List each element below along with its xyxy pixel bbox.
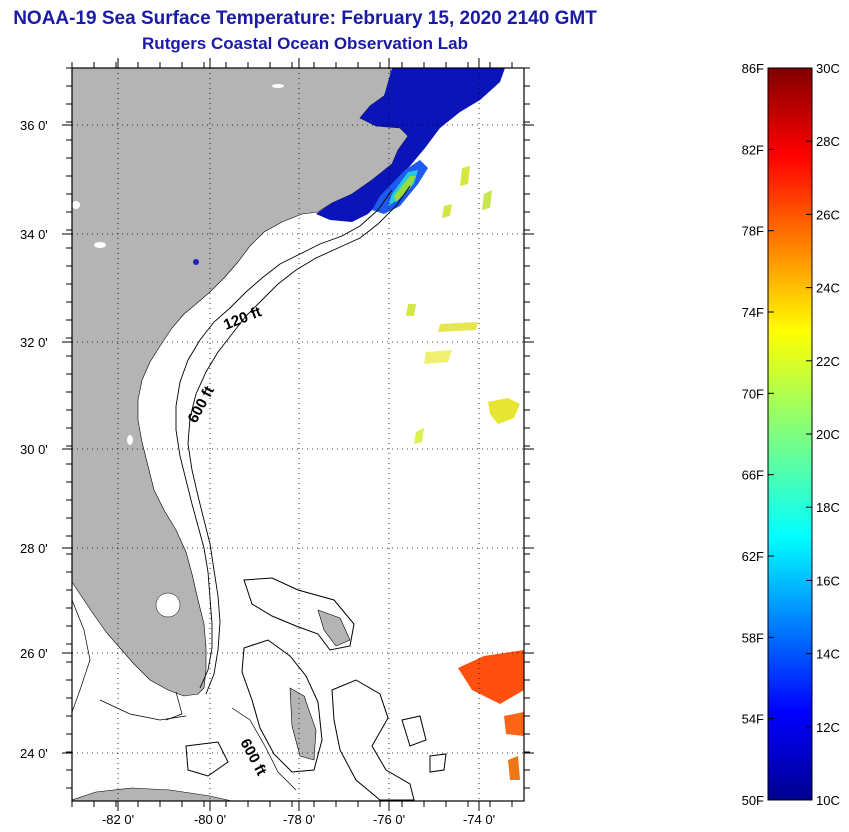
colorbar-c-label: 24C bbox=[816, 281, 840, 296]
isobath-120ft bbox=[175, 189, 393, 689]
colorbar-gradient bbox=[767, 67, 813, 801]
colorbar-f-label: 62F bbox=[742, 549, 764, 564]
lon-label: -74 0' bbox=[463, 812, 495, 827]
lon-label: -82 0' bbox=[102, 812, 134, 827]
map-frame bbox=[71, 67, 525, 802]
sst-offshore-patches bbox=[406, 166, 520, 444]
sst-warm-patches bbox=[458, 650, 524, 780]
sst-warm-band bbox=[394, 176, 416, 202]
colorbar-f-label: 74F bbox=[742, 305, 764, 320]
colorbar-c-label: 26C bbox=[816, 207, 840, 222]
bahamas-island bbox=[317, 609, 351, 647]
map-subtitle: Rutgers Coastal Ocean Observation Lab bbox=[142, 34, 468, 53]
temperature-colorbar: 86F 82F 78F 74F 70F 66F 62F 58F 54F 50F 30C 28C 26C 2… bbox=[742, 61, 840, 808]
lake-inland bbox=[94, 242, 106, 248]
colorbar-c-label: 30C bbox=[816, 61, 840, 76]
lat-label: 34 0' bbox=[20, 227, 48, 242]
colorbar-c-label: 18C bbox=[816, 500, 840, 515]
colorbar-f-label: 66F bbox=[742, 468, 764, 483]
colorbar-f-label: 58F bbox=[742, 630, 764, 645]
colorbar-c-label: 28C bbox=[816, 134, 840, 149]
lake-inland bbox=[272, 84, 284, 88]
colorbar-c-label: 20C bbox=[816, 427, 840, 442]
colorbar-c-label: 22C bbox=[816, 354, 840, 369]
isobath-keys bbox=[72, 599, 187, 721]
colorbar-f-label: 50F bbox=[742, 793, 764, 808]
sst-map: 36 0' 34 0' 32 0' 30 0' 28 0' 26 0' 24 0… bbox=[20, 58, 534, 827]
lat-label: 28 0' bbox=[20, 541, 48, 556]
lake-inland bbox=[193, 259, 199, 265]
colorbar-c-label: 12C bbox=[816, 720, 840, 735]
bahamas-island bbox=[289, 687, 317, 761]
lake-okeechobee bbox=[155, 592, 181, 618]
bahamas-bank bbox=[401, 715, 427, 747]
colorbar-c-label: 16C bbox=[816, 573, 840, 588]
colorbar-f-label: 86F bbox=[742, 61, 764, 76]
bahamas-bank bbox=[185, 741, 229, 777]
colorbar-f-label: 54F bbox=[742, 712, 764, 727]
lat-label: 30 0' bbox=[20, 442, 48, 457]
lon-label: -80 0' bbox=[194, 812, 226, 827]
map-title: NOAA-19 Sea Surface Temperature: Februar… bbox=[13, 8, 597, 29]
cuba-land bbox=[72, 787, 233, 801]
lon-label: -76 0' bbox=[373, 812, 405, 827]
sst-cold-water bbox=[316, 68, 505, 222]
lake-inland bbox=[72, 201, 80, 209]
lat-label: 26 0' bbox=[20, 646, 48, 661]
graticule bbox=[72, 68, 524, 801]
colorbar-f-label: 70F bbox=[742, 386, 764, 401]
bahamas-bank bbox=[331, 679, 415, 801]
lon-label: -78 0' bbox=[283, 812, 315, 827]
colorbar-f-label: 82F bbox=[742, 142, 764, 157]
lat-label: 24 0' bbox=[20, 746, 48, 761]
colorbar-c-label: 10C bbox=[816, 793, 840, 808]
lake-inland bbox=[127, 435, 133, 445]
colorbar-c-label: 14C bbox=[816, 647, 840, 662]
isobath-600ft bbox=[187, 185, 411, 695]
bahamas-bank bbox=[429, 753, 447, 773]
lat-label: 32 0' bbox=[20, 335, 48, 350]
colorbar-f-label: 78F bbox=[742, 224, 764, 239]
frame-ticks bbox=[62, 58, 534, 811]
lat-label: 36 0' bbox=[20, 118, 48, 133]
